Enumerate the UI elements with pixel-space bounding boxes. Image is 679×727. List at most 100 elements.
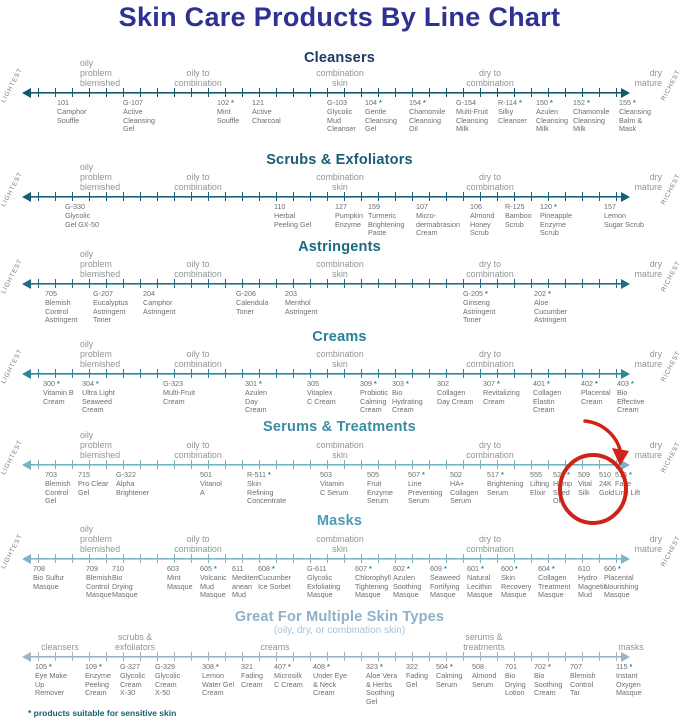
product-504: 504 * Calming Serum [436, 662, 462, 689]
sensitive-star: * [325, 662, 330, 671]
skin-type-label: oily problem blemished [80, 58, 121, 89]
product-name: Bamboo Scrub [505, 210, 532, 229]
sensitive-star: * [420, 470, 425, 479]
product-code: 707 [570, 662, 582, 671]
product-308: 308 * Lemon Water Gel Cream [202, 662, 235, 698]
sensitive-star: * [482, 289, 488, 298]
product-name: Bio Hydrating Cream [392, 387, 423, 415]
product-name: Bio Soothing Cream [534, 670, 563, 698]
sensitive-star: * [404, 379, 409, 388]
skin-type-label: oily problem blemished [80, 339, 121, 370]
product-code: G-103 [327, 98, 347, 107]
product-code: 608 * [258, 564, 275, 573]
product-name: Instant Oxygen Masque [616, 670, 642, 698]
product-code: G-154 [456, 98, 476, 107]
product-g-206: G-206 Calendula Toner [236, 289, 268, 316]
product-115: 115 * Instant Oxygen Masque [616, 662, 642, 698]
product-109: 109 * Enzyme Peeling Cream [85, 662, 111, 698]
sensitive-star: * [372, 379, 377, 388]
product-555: 555 Lifting Elixir [530, 470, 550, 497]
product-name: Lifting Elixir [530, 478, 550, 497]
sensitive-star: * [631, 98, 636, 107]
product-name: Cleansing Balm & Mask [619, 106, 651, 134]
product-152: 152 * Chamomile Cleansing Milk [573, 98, 609, 134]
sensitive-star: * [627, 662, 633, 671]
section-title-multi: Great For Multiple Skin Types [234, 609, 445, 625]
skin-type-label: dry to combination [466, 349, 514, 370]
product-name: Micro- dermabrasion Cream [416, 210, 460, 238]
skin-type-label: oily problem blemished [80, 430, 121, 461]
product-name: Vitamin C Serum [320, 478, 349, 497]
product-529: 529 * Hemp Seed Oil [553, 470, 572, 506]
skin-type-label: dry to combination [466, 68, 514, 89]
product-name: Hydro Magnetic Mud [578, 572, 608, 600]
section-title-scrubs: Scrubs & Exfoliators [266, 152, 413, 168]
product-710: 710 Bio Drying Masque [112, 564, 138, 600]
product-302: 302 Collagen Day Cream [437, 379, 473, 406]
product-code: 204 [143, 289, 155, 298]
product-304: 304 * Ultra Light Seaweed Cream [82, 379, 115, 415]
product-code: 305 [307, 379, 319, 388]
skin-type-label: combination skin [316, 534, 364, 555]
product-code: 702 * [534, 662, 551, 671]
product-code: G-330 [65, 202, 85, 211]
product-code: R-114 * [498, 98, 522, 107]
product-code: G-205 * [463, 289, 488, 298]
section-title-cleansers: Cleansers [303, 50, 376, 66]
product-code: 710 [112, 564, 124, 573]
axis-cleansers [30, 88, 622, 97]
product-code: G-206 [236, 289, 256, 298]
product-603: 603 Mint Masque [167, 564, 193, 591]
product-code: G-323 [163, 379, 183, 388]
product-name: Enzyme Peeling Cream [85, 670, 111, 698]
skin-type-label: masks [618, 642, 644, 653]
product-name: Placental Cream [581, 387, 611, 406]
product-name: Azulen Cleansing Milk [536, 106, 568, 134]
product-321: 321 Fading Cream [241, 662, 263, 689]
skin-type-label: oily to combination [174, 68, 222, 89]
skin-type-label: cleansers [41, 642, 79, 653]
product-name: Almond Honey Scrub [470, 210, 495, 238]
product-code: 159 [368, 202, 380, 211]
product-name: Fading Cream [241, 670, 263, 689]
product-name: HA+ Collagen Serum [450, 478, 479, 506]
product-code: 323 * [366, 662, 383, 671]
product-code: 155 * [619, 98, 636, 107]
product-code: 501 [200, 470, 212, 479]
product-105: 105 * Eye Make Up Remover [35, 662, 67, 698]
product-code: 322 [406, 662, 418, 671]
skin-type-label: scrubs & exfoliators [114, 632, 156, 653]
skin-type-label: oily to combination [174, 259, 222, 280]
product-name: Azulen Soothing Masque [393, 572, 422, 600]
product-code: 115 * [616, 662, 633, 671]
sensitive-star: * [616, 564, 621, 573]
skin-type-label: dry to combination [466, 172, 514, 193]
product-110: 110 Herbal Peeling Gel [274, 202, 311, 229]
sensitive-star: * [548, 98, 553, 107]
product-name: Vitaplex C Cream [307, 387, 336, 406]
product-407: 407 * Microsilk C Cream [274, 662, 303, 689]
product-204: 204 Camphor Astringent [143, 289, 176, 316]
skin-type-label: oily to combination [174, 172, 222, 193]
product-code: G-207 [93, 289, 113, 298]
product-code: 603 [167, 564, 179, 573]
product-name: Camphor Astringent [143, 297, 176, 316]
product-606: 606 * Placental Nourishing Masque [604, 564, 638, 600]
product-name: Eye Make Up Remover [35, 670, 67, 698]
sensitive-star: * [513, 564, 518, 573]
axis-serums [30, 460, 622, 469]
skin-type-label: oily problem blemished [80, 524, 121, 555]
product-name: Lemon Water Gel Cream [202, 670, 235, 698]
product-code: 101 [57, 98, 69, 107]
sensitive-star: * [629, 379, 634, 388]
product-g-330: G-330 Glycolic Gel GX-50 [65, 202, 99, 229]
skin-type-label: creams [260, 642, 290, 653]
sensitive-star: * [47, 662, 52, 671]
axis-masks [30, 554, 622, 563]
sensitive-star: * [517, 98, 522, 107]
product-code: 609 * [430, 564, 447, 573]
product-300: 300 * Vitamin B Cream [43, 379, 74, 406]
skin-type-label: dry mature [634, 534, 662, 555]
product-name: Multi-Fruit Cream [163, 387, 195, 406]
